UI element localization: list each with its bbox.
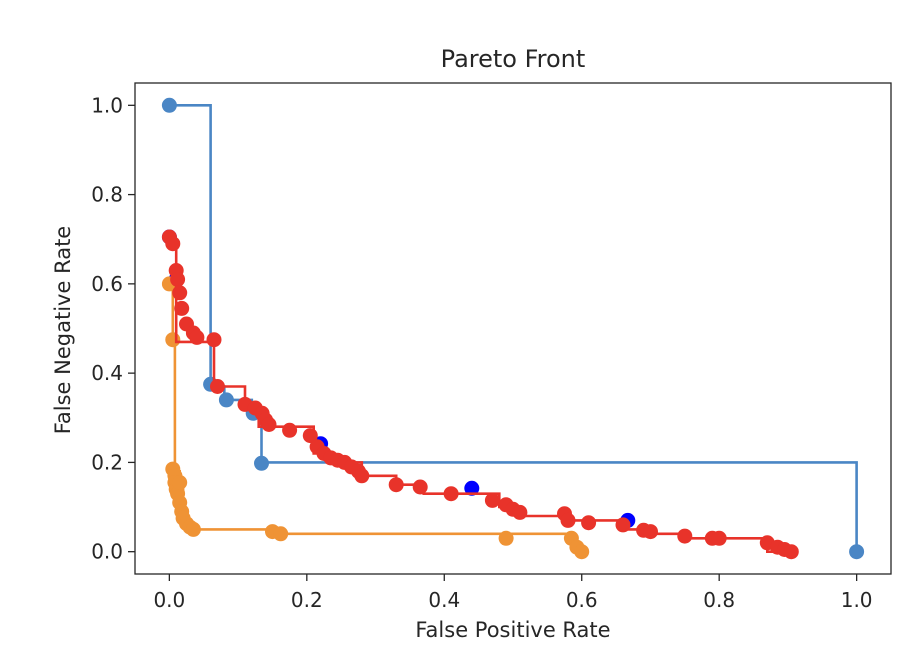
series-0 [161,97,865,560]
series-3-point [174,300,190,316]
series-2-point [165,332,181,348]
series-3-point [206,332,222,348]
series-2-point [185,521,201,537]
y-tick-label: 1.0 [91,93,123,117]
series-1-point [464,480,480,496]
y-axis-label: False Negative Rate [51,225,75,435]
y-tick-label: 0.0 [91,540,123,564]
x-tick-label: 0.4 [428,588,460,612]
series-0-point [161,97,177,113]
x-axis-label: False Positive Rate [415,618,611,642]
series-3-point [443,486,459,502]
series-3 [161,229,799,560]
series-3-point [643,524,658,540]
chart-title: Pareto Front [440,45,586,73]
series-3-point [677,528,693,544]
series-2-point [498,530,514,546]
series-3-point [615,517,631,533]
series-2-point [273,526,289,542]
series-3-line [168,234,795,554]
x-tick-label: 0.6 [566,588,598,612]
x-tick-label: 1.0 [841,588,873,612]
x-tick-label: 0.2 [291,588,323,612]
series-3-point [189,329,205,345]
plot-frame [134,82,892,575]
series-3-point [170,271,186,287]
series-3-point [210,379,225,394]
series-3-point [412,479,428,495]
series-3-point [172,285,188,301]
series-2-point [574,544,590,560]
series-3-point [711,530,727,546]
y-tick-label: 0.6 [91,272,123,296]
series-3-point [512,504,528,520]
series-0-point [849,544,865,560]
series-3-point [354,468,370,484]
series-3-point [560,512,576,528]
y-tick-label: 0.2 [91,450,123,474]
x-tick-label: 0.8 [703,588,735,612]
series-3-point [165,236,181,252]
y-tick-label: 0.4 [91,361,123,385]
series-3-point [261,417,277,432]
series-2-point [172,475,188,490]
series-3-point [302,428,318,444]
series-3-point [783,544,799,560]
series-0-point [254,455,269,471]
x-tick-label: 0.0 [153,588,185,612]
series-3-point [282,422,298,438]
series-0-line [169,104,858,552]
series-0-point [218,392,234,408]
series-3-point [388,477,404,493]
y-tick-label: 0.8 [91,183,123,207]
series-2 [161,276,590,560]
series-3-point [581,515,597,531]
series-3-point [484,492,500,508]
